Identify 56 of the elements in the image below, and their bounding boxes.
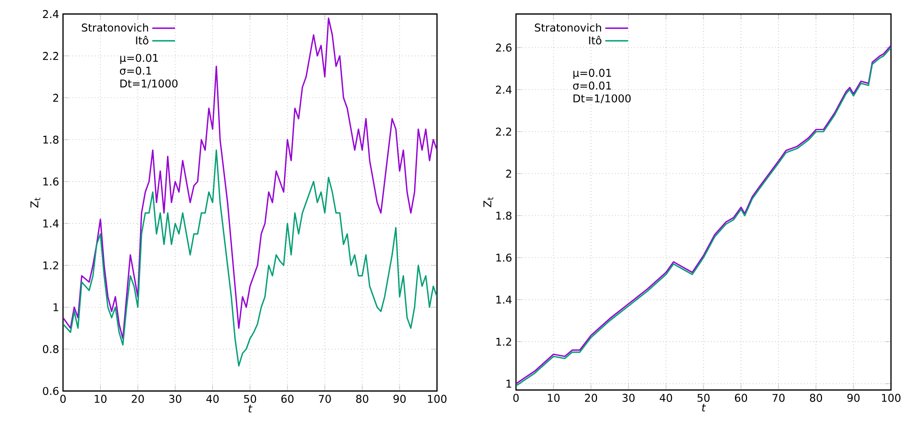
x-tick-label: 100 bbox=[882, 394, 900, 402]
legend-label: Stratonovich bbox=[534, 23, 602, 32]
x-tick-label: 80 bbox=[356, 394, 368, 403]
legend-label: Itô bbox=[136, 36, 148, 44]
x-tick-label: 60 bbox=[734, 394, 748, 402]
legend-label: Itô bbox=[589, 36, 602, 44]
y-tick-label: 1.4 bbox=[496, 296, 512, 304]
annotation: σ=0.01 bbox=[573, 82, 611, 90]
x-tick-label: 20 bbox=[584, 394, 598, 402]
annotation: Dt=1/1000 bbox=[574, 94, 631, 104]
y-tick-label: 2.4 bbox=[43, 10, 59, 18]
y-tick-label: 2.4 bbox=[496, 86, 512, 94]
x-tick-label: 20 bbox=[132, 394, 144, 403]
x-tick-label: 30 bbox=[169, 394, 182, 403]
x-tick-label: 50 bbox=[244, 394, 256, 403]
y-axis-title: Z$_{t}$ bbox=[30, 198, 40, 208]
y-tick-label: 2.6 bbox=[496, 44, 512, 52]
legend-label: Stratonovich bbox=[82, 23, 148, 32]
y-tick-label: 1.2 bbox=[43, 261, 58, 270]
y-tick-label: 1.2 bbox=[496, 338, 512, 346]
y-tick-label: 2.2 bbox=[496, 128, 512, 136]
x-tick-label: 0 bbox=[513, 394, 519, 402]
line-series bbox=[63, 18, 437, 340]
x-tick-label: 30 bbox=[622, 394, 635, 402]
x-tick-label: 70 bbox=[772, 394, 785, 402]
x-axis-title: t bbox=[248, 404, 252, 412]
annotation: μ=0.01 bbox=[120, 54, 158, 64]
annotation: Dt=1/1000 bbox=[120, 79, 178, 88]
x-tick-label: 100 bbox=[428, 394, 446, 403]
y-tick-label: 2 bbox=[506, 170, 512, 178]
x-tick-label: 10 bbox=[548, 394, 560, 402]
x-tick-label: 70 bbox=[318, 394, 331, 403]
y-tick-label: 1.6 bbox=[496, 254, 512, 262]
y-axis-title: Z$_{t}$ bbox=[483, 197, 494, 208]
x-tick-label: 90 bbox=[393, 394, 406, 403]
x-tick-label: 10 bbox=[94, 394, 106, 403]
y-tick-label: 1.8 bbox=[43, 136, 58, 144]
x-tick-label: 60 bbox=[281, 394, 294, 403]
annotation: σ=0.1 bbox=[120, 66, 152, 75]
x-tick-label: 80 bbox=[810, 394, 822, 402]
y-tick-label: 1.6 bbox=[43, 178, 59, 186]
y-tick-label: 1 bbox=[54, 303, 58, 312]
x-tick-label: 0 bbox=[60, 394, 66, 403]
x-tick-label: 40 bbox=[660, 394, 672, 402]
y-tick-label: 1.8 bbox=[496, 212, 512, 220]
y-tick-label: 1 bbox=[506, 380, 512, 388]
x-tick-label: 40 bbox=[206, 394, 219, 403]
y-tick-label: 0.8 bbox=[42, 345, 58, 354]
y-tick-label: 2.2 bbox=[43, 52, 58, 60]
x-axis-title: t bbox=[702, 404, 706, 412]
y-tick-label: 0.6 bbox=[42, 386, 59, 396]
x-tick-label: 90 bbox=[847, 394, 860, 402]
annotation: μ=0.01 bbox=[573, 68, 611, 79]
y-tick-label: 2 bbox=[53, 94, 58, 102]
x-tick-label: 50 bbox=[698, 394, 710, 402]
y-tick-label: 1.4 bbox=[43, 220, 59, 228]
